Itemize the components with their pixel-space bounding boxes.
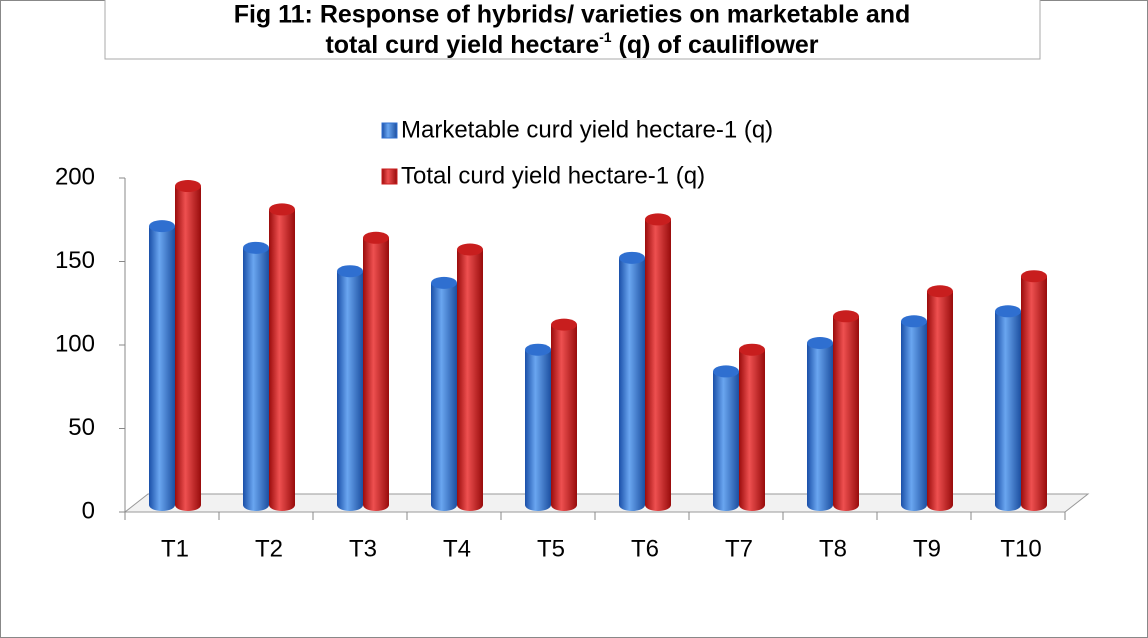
bar-cap [739, 343, 765, 356]
bar [269, 209, 295, 505]
bar [807, 343, 833, 505]
x-tick-label: T10 [1000, 535, 1041, 562]
bar [457, 249, 483, 505]
bar-cap [927, 285, 953, 298]
bar-base [1021, 499, 1047, 511]
bar-base [713, 499, 739, 511]
y-tick-label: 200 [55, 163, 95, 190]
bar-base [175, 499, 201, 511]
y-tick-label: 50 [68, 414, 95, 441]
x-tick-label: T1 [161, 535, 189, 562]
bar-base [833, 499, 859, 511]
x-tick-label: T7 [725, 535, 753, 562]
bar [525, 349, 551, 505]
y-tick-label: 0 [82, 497, 95, 524]
x-tick-label: T5 [537, 535, 565, 562]
legend-label: Marketable curd yield hectare-1 (q) [401, 116, 773, 143]
bar-cap [243, 241, 269, 254]
bar [551, 324, 577, 505]
bar [927, 291, 953, 505]
bar-base [337, 499, 363, 511]
bar-cap [1021, 270, 1047, 283]
bar [337, 271, 363, 505]
bar [619, 257, 645, 505]
y-tick-label: 100 [55, 330, 95, 357]
bar-base [739, 499, 765, 511]
bar-cap [833, 310, 859, 323]
bar [739, 349, 765, 505]
bar-cap [645, 213, 671, 226]
bar-cap [901, 315, 927, 328]
x-tick-label: T4 [443, 535, 471, 562]
y-tick-label: 150 [55, 247, 95, 274]
bar [901, 321, 927, 505]
bar-base [619, 499, 645, 511]
bar-base [645, 499, 671, 511]
bar-base [243, 499, 269, 511]
bar-cap [431, 276, 457, 289]
bar-cap [619, 251, 645, 264]
bar [713, 371, 739, 505]
title-box [104, 0, 1041, 60]
bar-cap [807, 337, 833, 350]
bar-base [525, 499, 551, 511]
bar-cap [457, 243, 483, 256]
bar-base [551, 499, 577, 511]
legend-swatch [381, 122, 398, 139]
bar-cap [525, 343, 551, 356]
bar [149, 226, 175, 506]
bar-base [269, 499, 295, 511]
x-tick-label: T9 [913, 535, 941, 562]
bar-cap [713, 365, 739, 378]
bar-cap [337, 265, 363, 278]
bar-base [901, 499, 927, 511]
x-tick-label: T8 [819, 535, 847, 562]
bar [833, 316, 859, 505]
bar [243, 247, 269, 505]
bar-cap [995, 305, 1021, 318]
bar [431, 282, 457, 505]
bar-cap [363, 231, 389, 244]
bar [645, 219, 671, 505]
bar-base [995, 499, 1021, 511]
bar-cap [269, 203, 295, 216]
x-tick-label: T6 [631, 535, 659, 562]
bar-base [807, 499, 833, 511]
bar [175, 186, 201, 505]
legend-swatch [381, 168, 398, 185]
bar [1021, 276, 1047, 505]
bar-base [149, 499, 175, 511]
bar [363, 237, 389, 506]
bar-base [431, 499, 457, 511]
chart-title: Fig 11: Response of hybrids/ varieties o… [234, 1, 911, 29]
bar-base [363, 499, 389, 511]
chart-title: total curd yield hectare-1 (q) of caulif… [325, 29, 818, 59]
bar-cap [551, 318, 577, 331]
bar-cap [149, 220, 175, 233]
bar-cap [175, 180, 201, 193]
legend-label: Total curd yield hectare-1 (q) [401, 162, 705, 189]
bar-base [927, 499, 953, 511]
x-tick-label: T3 [349, 535, 377, 562]
x-tick-label: T2 [255, 535, 283, 562]
bar [995, 311, 1021, 505]
bar-base [457, 499, 483, 511]
